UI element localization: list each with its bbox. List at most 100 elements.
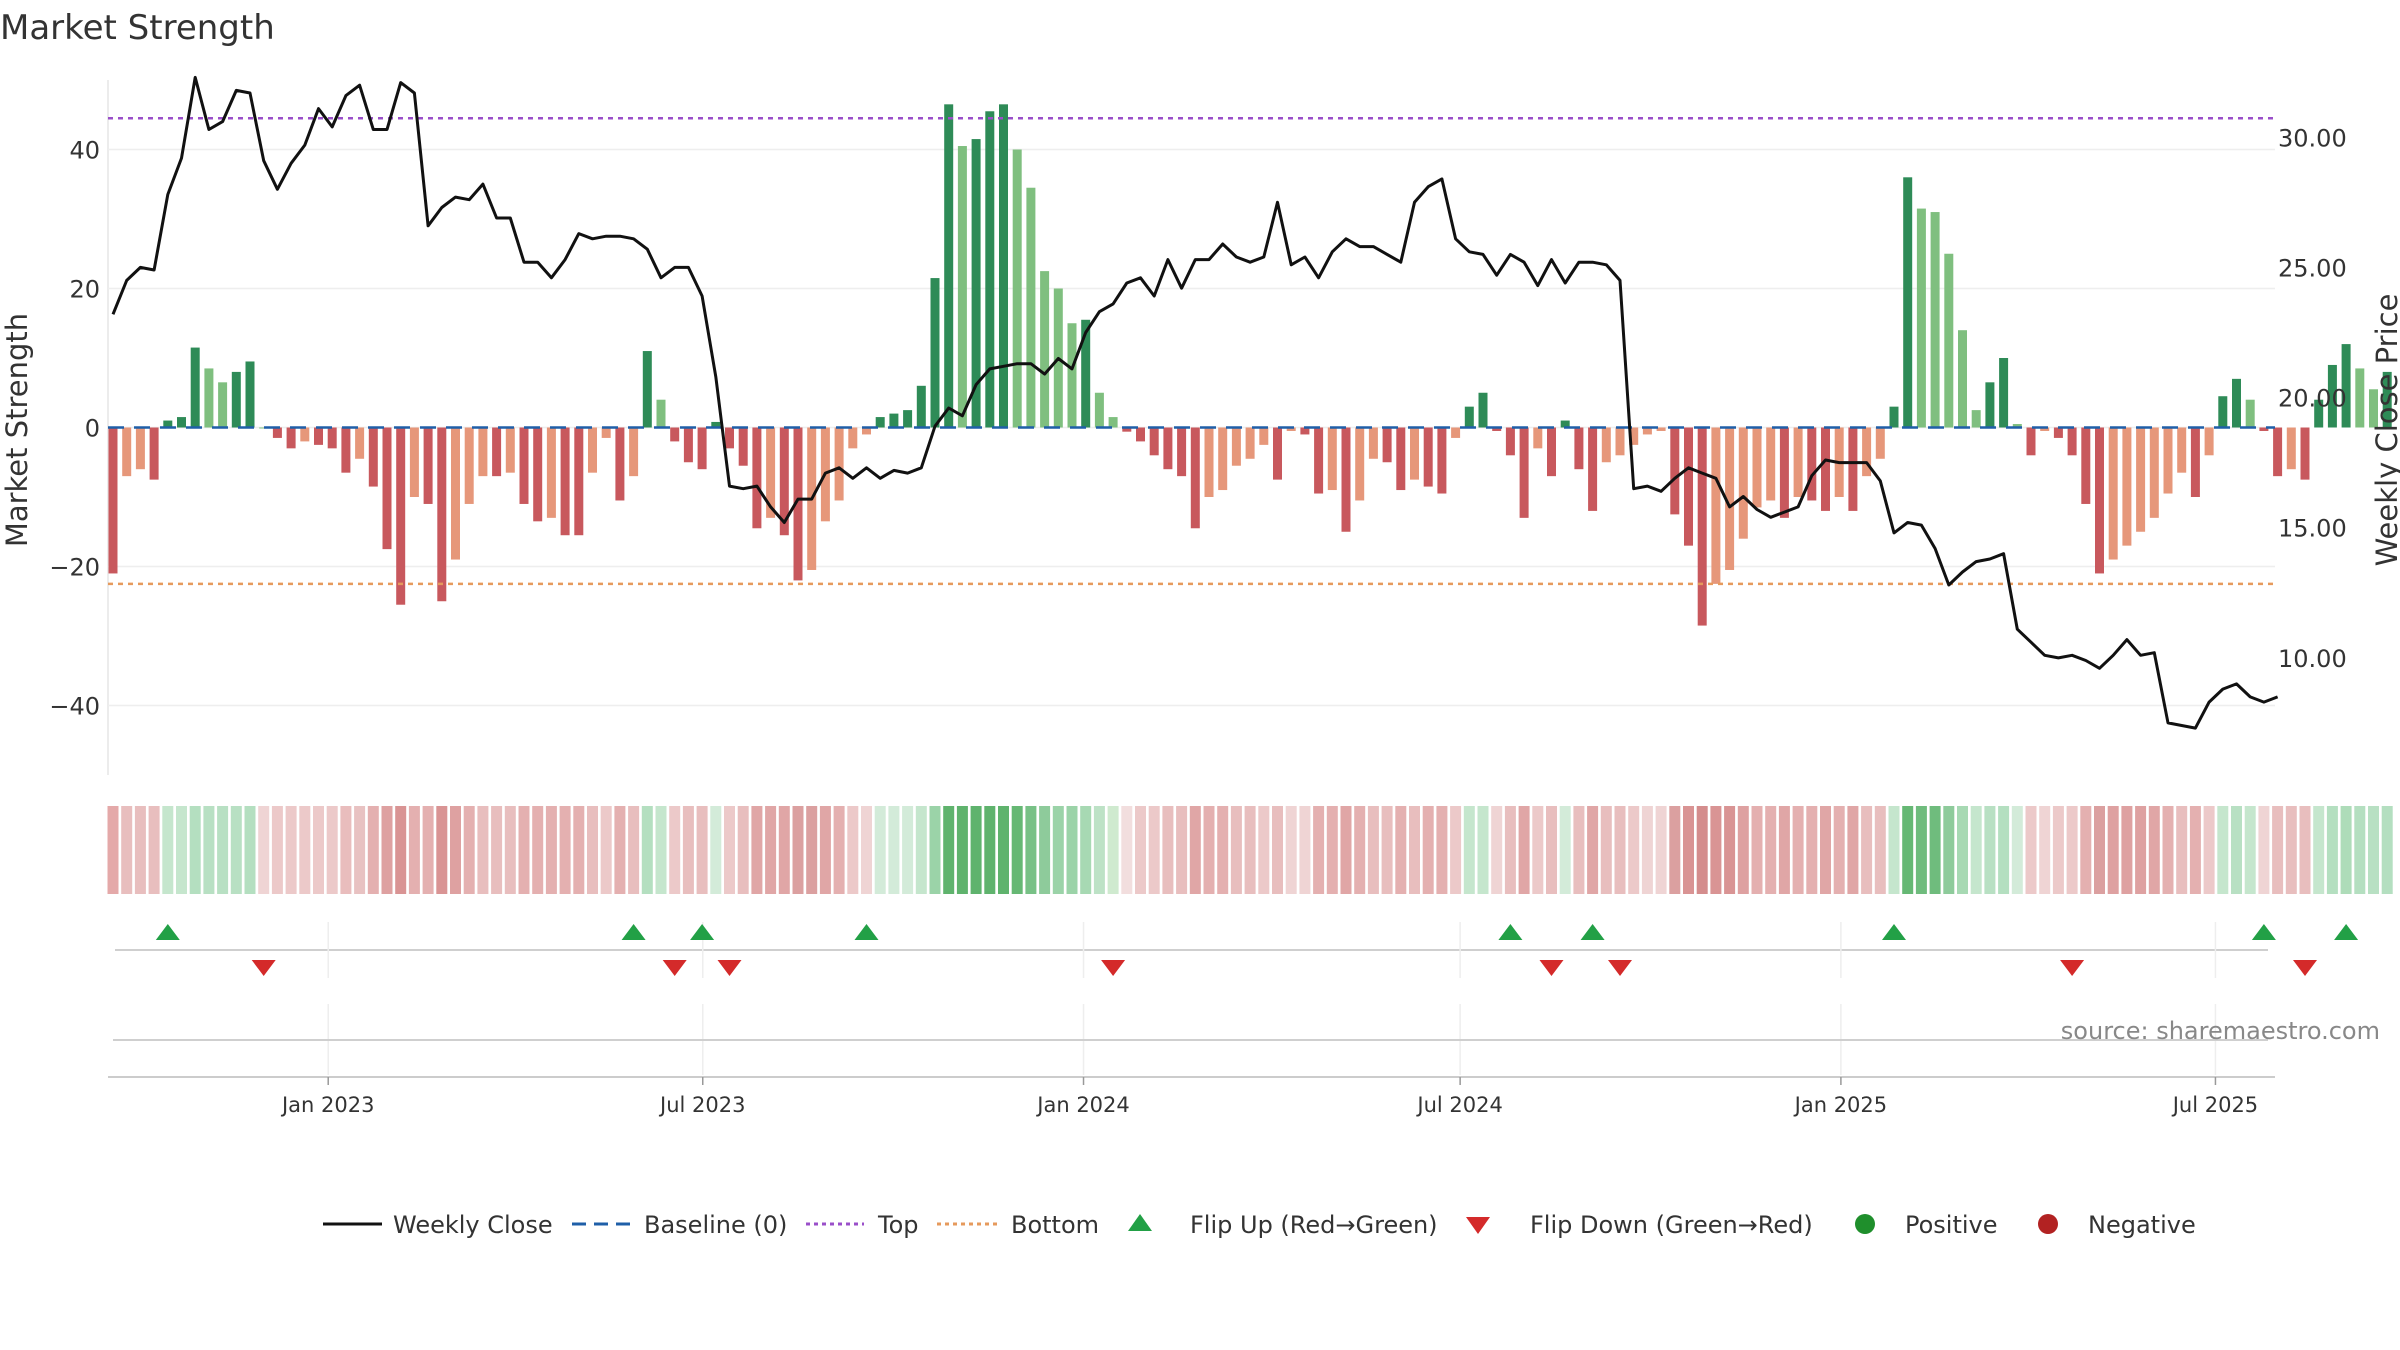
right-axis-ticks: 30.00 25.00 20.00 15.00 10.00 xyxy=(2278,124,2347,673)
strength-bar xyxy=(1725,427,1735,570)
legend: Weekly Close Baseline (0) Top Bottom Fli… xyxy=(323,1211,2196,1239)
band-cell xyxy=(1422,806,1434,894)
strength-bar xyxy=(889,413,899,428)
band-cell xyxy=(1765,806,1777,894)
strength-bar xyxy=(2012,424,2022,428)
band-cell xyxy=(1272,806,1283,894)
band-cell xyxy=(532,806,544,894)
strength-bar xyxy=(1519,427,1529,518)
strength-bar xyxy=(656,399,666,428)
band-cell xyxy=(408,806,420,894)
strength-bar xyxy=(1684,427,1693,546)
band-cell xyxy=(367,806,379,894)
band-cell xyxy=(121,806,133,894)
band-cell xyxy=(1957,806,1968,894)
strength-bar xyxy=(341,427,351,473)
strength-bar xyxy=(999,104,1008,428)
band-cell xyxy=(861,806,872,894)
left-tick-label: −40 xyxy=(49,693,100,721)
strength-bar xyxy=(1382,427,1392,463)
strength-bar xyxy=(478,427,488,477)
strength-bar xyxy=(697,427,707,470)
band-cell xyxy=(1902,806,1914,894)
strength-bar xyxy=(1958,330,1967,428)
strength-bar xyxy=(409,427,419,497)
band-cell xyxy=(1504,806,1516,894)
left-axis-ticks: 40 20 0 −20 −40 xyxy=(49,137,100,721)
strength-bar xyxy=(2095,427,2104,574)
band-cell xyxy=(340,806,352,894)
band-cell xyxy=(1217,806,1229,894)
strength-bar xyxy=(738,427,748,466)
flip-up-marker xyxy=(1882,924,1906,940)
band-cell xyxy=(107,806,119,894)
band-cell xyxy=(655,806,667,894)
band-cell xyxy=(1710,806,1722,894)
strength-bar xyxy=(1642,427,1652,435)
weekly-close-line xyxy=(111,75,2279,730)
strength-bar xyxy=(327,427,337,449)
flip-up-marker xyxy=(1580,924,1605,940)
strength-bar xyxy=(451,427,460,560)
strength-bar xyxy=(1985,382,1995,428)
flip-down-marker xyxy=(2060,960,2085,976)
strength-bar xyxy=(1355,427,1365,501)
strength-bar xyxy=(2286,427,2296,470)
band-cell xyxy=(1299,806,1311,894)
strength-bar xyxy=(1615,427,1625,456)
flip-down-marker xyxy=(251,960,276,976)
strength-bar xyxy=(1944,253,1954,428)
band-cell xyxy=(1258,806,1270,894)
left-tick-label: 40 xyxy=(69,137,100,165)
strength-bar xyxy=(711,421,721,428)
band-cell xyxy=(641,806,653,894)
strength-bar xyxy=(1136,427,1145,442)
band-cell xyxy=(1148,806,1160,894)
strength-bar xyxy=(629,427,639,477)
strength-bar xyxy=(533,427,543,522)
strength-bar xyxy=(1026,187,1036,428)
band-cell xyxy=(1751,806,1763,894)
band-cell xyxy=(1093,806,1105,894)
strength-bar xyxy=(300,427,310,442)
flip-up-marker xyxy=(621,924,646,940)
strength-bar xyxy=(2204,427,2214,456)
x-tick-label: Jul 2024 xyxy=(1415,1093,1502,1117)
band-cell xyxy=(2258,806,2270,894)
band-cell xyxy=(847,806,859,894)
strength-bar xyxy=(1190,427,1200,529)
band-cell xyxy=(1176,806,1188,894)
band-cell xyxy=(271,806,283,894)
band-cell xyxy=(1381,806,1393,894)
strength-bar xyxy=(1903,177,1913,428)
strength-bar xyxy=(1533,427,1543,449)
band-cell xyxy=(2313,806,2325,894)
band-cell xyxy=(1641,806,1653,894)
band-cell xyxy=(1573,806,1585,894)
legend-flip-up-icon xyxy=(1128,1214,1152,1231)
band-cell xyxy=(874,806,886,894)
legend-negative-icon xyxy=(2038,1214,2058,1234)
strength-bar xyxy=(2341,344,2351,428)
strength-bar xyxy=(245,361,255,428)
legend-weekly-close: Weekly Close xyxy=(393,1211,553,1239)
band-cell xyxy=(984,806,996,894)
legend-flip-down-icon xyxy=(1466,1217,1490,1234)
band-cell xyxy=(573,806,585,894)
band-cell xyxy=(1340,806,1352,894)
band-cell xyxy=(1669,806,1681,894)
band-cell xyxy=(669,806,681,894)
strength-bar xyxy=(1999,358,2009,428)
strength-bar xyxy=(2218,396,2228,428)
band-cell xyxy=(833,806,845,894)
strength-bar xyxy=(1012,149,1022,428)
legend-negative: Negative xyxy=(2088,1211,2196,1239)
band-cell xyxy=(230,806,242,894)
strength-bar xyxy=(1081,319,1091,428)
weekly-close-path xyxy=(111,75,2279,730)
strength-bar xyxy=(2273,427,2283,477)
strength-bar xyxy=(519,427,529,504)
band-cell xyxy=(915,806,927,894)
x-tick-label: Jul 2023 xyxy=(658,1093,745,1117)
